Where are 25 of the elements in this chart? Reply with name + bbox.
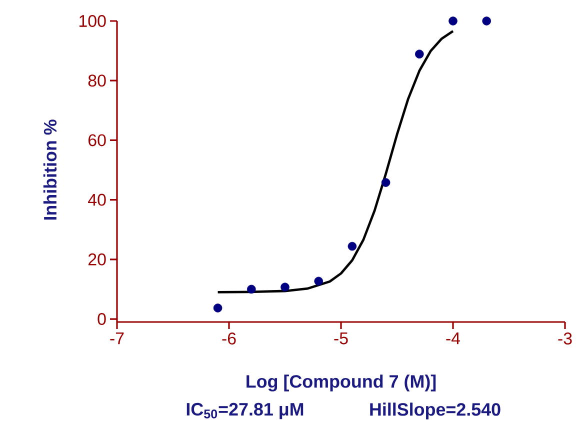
x-tick-label: -6 <box>222 332 236 345</box>
point <box>213 304 222 312</box>
line-series <box>216 30 454 294</box>
point <box>415 50 424 58</box>
point <box>314 276 323 286</box>
y-tick-label: 40 <box>88 194 106 206</box>
text: IC$_{50}$=27.81 μM <box>186 402 304 420</box>
x-tick-label: -5 <box>334 332 348 344</box>
point <box>448 16 458 26</box>
point <box>482 16 492 26</box>
y-tick-label: 100 <box>80 15 106 27</box>
y-tick-label: 0 <box>98 313 106 326</box>
y-axis-title: Inhibition % <box>43 120 57 220</box>
point <box>247 284 256 294</box>
point <box>348 242 357 251</box>
x-tick-label: -3 <box>558 332 572 345</box>
x-tick-label: -4 <box>446 332 460 344</box>
x-tick-label: -7 <box>110 332 124 344</box>
text: HillSlope=2.540 <box>370 402 500 420</box>
y-tick-label: 80 <box>88 74 106 87</box>
point <box>381 178 390 187</box>
y-tick-label: 60 <box>88 134 106 146</box>
y-tick-label: 20 <box>88 253 106 266</box>
x-axis-title: Log [Compound 7 (M)] <box>246 374 436 392</box>
point <box>280 282 290 292</box>
